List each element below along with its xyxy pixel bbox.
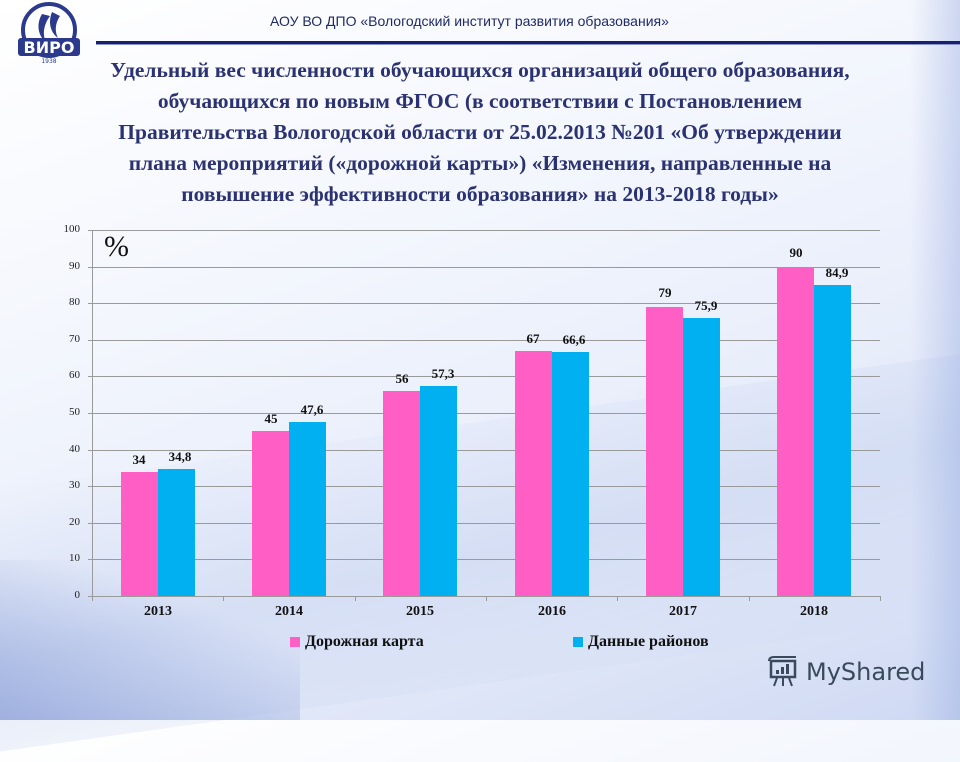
y-tick-label: 100 (63, 223, 81, 235)
gridline (88, 486, 880, 487)
x-category-label: 2013 (144, 604, 172, 619)
gridline (88, 559, 880, 560)
svg-text:1938: 1938 (41, 58, 56, 65)
legend-label: Данные районов (588, 633, 709, 650)
gridline (88, 450, 880, 451)
data-label: 34 (132, 452, 146, 467)
presentation-board-icon (768, 656, 797, 687)
background-edge-gradient (910, 0, 960, 720)
gridline (88, 303, 880, 304)
legend-swatch-pink (290, 637, 300, 647)
x-tick (355, 596, 356, 601)
bar-district-data-2017 (683, 318, 720, 596)
data-label: 57,3 (431, 366, 455, 381)
organization-name: АОУ ВО ДПО «Вологодский институт развити… (270, 13, 669, 29)
bar-district-data-2018 (814, 285, 851, 596)
svg-text:ВИРО: ВИРО (24, 38, 75, 57)
title-line: обучающихся по новым ФГОС (в соответстви… (157, 89, 803, 113)
unit-label: % (104, 230, 129, 263)
x-tick (880, 596, 881, 601)
data-label: 79 (658, 285, 672, 300)
gridline (88, 596, 880, 597)
data-label: 56 (395, 371, 409, 386)
bar-roadmap-2016 (515, 351, 552, 596)
x-category-label: 2015 (406, 604, 434, 619)
title-line: плана мероприятий («дорожной карты») «Из… (128, 151, 832, 175)
gridline (88, 340, 880, 341)
x-tick (749, 596, 750, 601)
bar-roadmap-2017 (646, 307, 683, 596)
header-divider (96, 41, 960, 45)
data-label: 90 (789, 245, 803, 260)
y-tick-label: 20 (69, 516, 80, 528)
x-category-label: 2018 (800, 604, 828, 619)
data-label: 67 (526, 331, 540, 346)
title-line: Правительства Вологодской области от 25.… (118, 120, 842, 144)
y-tick-label: 10 (69, 552, 80, 564)
watermark-text: MyShared (806, 658, 926, 686)
gridline (88, 523, 880, 524)
bar-district-data-2015 (420, 386, 457, 596)
y-tick-label: 50 (69, 406, 80, 418)
legend-swatch-blue (573, 637, 583, 647)
x-category-label: 2016 (538, 604, 566, 619)
gridline (88, 267, 880, 268)
myshared-watermark: MyShared (766, 656, 925, 688)
data-label: 66,6 (562, 332, 586, 347)
bar-chart: % 0 10 20 30 40 50 60 70 80 90 100 34 34,8 2013 45 47,6… (63, 223, 881, 619)
y-tick-label: 60 (69, 369, 80, 381)
gridline (88, 413, 880, 414)
bar-roadmap-2014 (252, 431, 289, 596)
bar-district-data-2016 (552, 352, 589, 596)
slide-title: Удельный вес численности обучающихся орг… (0, 55, 960, 210)
data-label: 84,9 (825, 265, 849, 280)
data-label: 34,8 (168, 449, 192, 464)
y-tick-label: 70 (69, 333, 80, 345)
title-line: повышение эффективности образования» на … (181, 182, 779, 206)
bar-roadmap-2015 (383, 391, 420, 596)
data-label: 45 (264, 411, 278, 426)
gridline (88, 376, 880, 377)
gridline (88, 230, 880, 231)
legend-item-roadmap: Дорожная карта (290, 633, 424, 651)
x-tick (617, 596, 618, 601)
bar-district-data-2013 (158, 469, 195, 596)
y-tick-label: 90 (69, 260, 80, 272)
y-tick-label: 30 (69, 479, 80, 491)
legend-item-district-data: Данные районов (573, 633, 709, 651)
x-tick (223, 596, 224, 601)
bar-district-data-2014 (289, 422, 326, 596)
x-category-label: 2014 (275, 604, 303, 619)
data-label: 47,6 (300, 402, 324, 417)
legend-label: Дорожная карта (305, 633, 424, 650)
x-tick (92, 596, 93, 601)
y-tick-label: 40 (69, 443, 80, 455)
viro-logo-icon: ВИРО 1938 (18, 2, 80, 65)
title-line: Удельный вес численности обучающихся орг… (110, 58, 850, 82)
data-label: 75,9 (694, 298, 718, 313)
x-tick (486, 596, 487, 601)
y-tick-label: 80 (69, 296, 80, 308)
y-tick-label: 0 (74, 589, 81, 601)
bar-roadmap-2013 (121, 472, 158, 596)
bar-roadmap-2018 (777, 267, 814, 596)
x-category-label: 2017 (669, 604, 697, 619)
